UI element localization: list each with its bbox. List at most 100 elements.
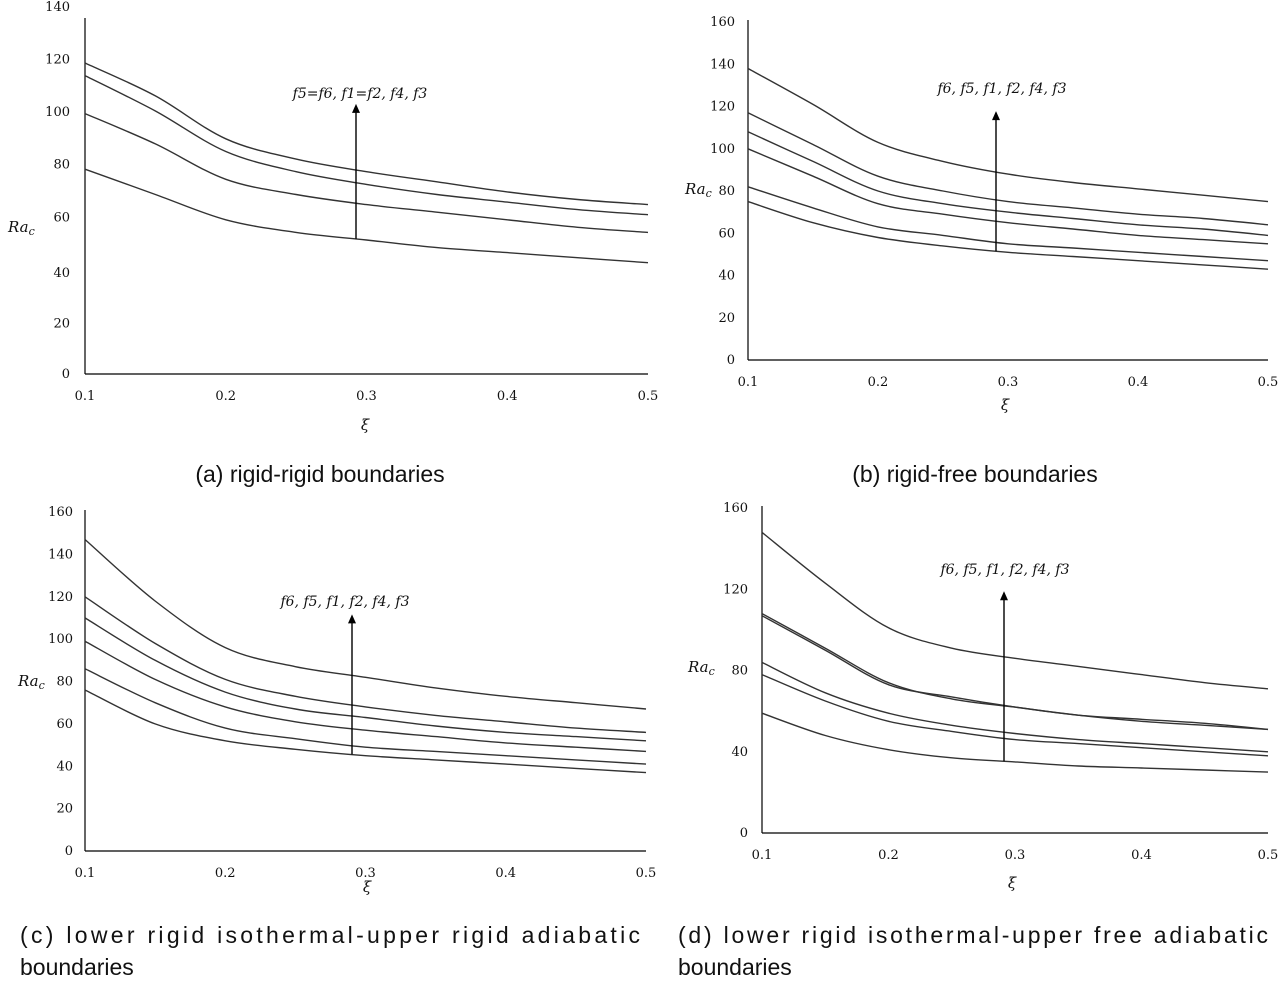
x-tick-label: 0.3 [998,375,1019,390]
panel-b-xlabel: ξ [1001,396,1010,414]
y-tick-label: 120 [45,53,70,68]
y-tick-label: 20 [718,311,735,326]
x-tick-label: 0.5 [636,866,657,881]
series-line-4 [84,62,649,206]
y-tick-label: 140 [45,0,70,15]
x-tick-label: 0.3 [355,866,376,881]
panel-c-plot: 0 20 40 60 80 100 120 140 160 0.1 0.2 0.3 0.4 0.5 [48,505,656,881]
panel-a-plot: 0 20 40 60 80 100 120 140 0.1 0.2 0.3 0.4 0.5 [45,0,658,404]
panel-b: f6, f5, f1, f2, f4, f3 Rac ξ (b) rigid-f… [684,81,1098,487]
panel-c: f6, f5, f1, f2, f4, f3 Rac ξ (c) lower r… [17,594,640,980]
y-tick-label: 80 [53,158,70,173]
series-line-5 [84,596,647,734]
panel-c-caption-line1: (c) lower rigid isothermal-upper rigid a… [20,922,640,948]
x-tick-label: 0.4 [1128,375,1149,390]
series-line-1 [84,168,649,264]
x-tick-label: 0.5 [638,389,659,404]
panel-d-caption-line2: boundaries [678,954,792,980]
panel-b-ylabel-main: Ra [684,180,706,198]
panel-a-ylabel-sub: c [29,225,35,238]
panel-d-ylabel-sub: c [709,665,715,678]
series-line-6 [747,67,1269,203]
y-tick-label: 60 [718,226,735,241]
panel-c-ylabel: Rac [17,672,45,692]
y-tick-label: 140 [710,57,735,72]
series-line-2 [84,668,647,765]
y-tick-label: 160 [710,15,735,30]
panel-a-annotation: f5=f6, f1=f2, f4, f3 [292,86,428,102]
series-line-6 [84,538,647,710]
x-tick-label: 0.4 [495,866,516,881]
panel-d: f6, f5, f1, f2, f4, f3 Rac ξ (d) lower r… [678,562,1268,980]
series-line-5 [747,112,1269,226]
y-tick-label: 100 [45,105,70,120]
panel-d-ylabel: Rac [687,658,715,678]
series-line-2 [761,673,1269,757]
series-line-6 [761,531,1269,690]
series-line-3 [84,74,649,216]
series-line-1 [747,200,1269,270]
y-tick-label: 60 [53,210,70,225]
y-tick-label: 40 [56,759,73,774]
x-tick-label: 0.1 [752,848,773,863]
panel-a: f5=f6, f1=f2, f4, f3 Rac ξ (a) rigid-rig… [7,86,445,487]
panel-b-ylabel-sub: c [706,187,712,200]
x-tick-label: 0.2 [215,389,236,404]
y-tick-label: 0 [62,367,70,382]
series-line-4 [747,131,1269,237]
y-tick-label: 0 [740,826,748,841]
y-tick-label: 80 [731,664,748,679]
x-tick-label: 0.4 [497,389,518,404]
series-line-3 [747,148,1269,245]
series-line-1 [761,712,1269,773]
panel-a-ylabel-main: Ra [7,218,29,236]
series-line-1 [84,689,647,774]
arrow-head-icon [992,111,1000,121]
y-tick-label: 140 [48,547,73,562]
panel-c-caption-line2: boundaries [20,954,134,980]
panel-b-annotation: f6, f5, f1, f2, f4, f3 [936,81,1066,97]
y-tick-label: 120 [710,100,735,115]
x-tick-label: 0.2 [215,866,236,881]
y-tick-label: 40 [718,269,735,284]
y-tick-label: 80 [56,675,73,690]
x-tick-label: 0.1 [75,389,96,404]
x-tick-label: 0.5 [1258,375,1279,390]
y-tick-label: 80 [718,184,735,199]
panel-b-ylabel: Rac [684,180,712,200]
arrow-head-icon [348,614,356,624]
y-tick-label: 20 [56,802,73,817]
y-tick-label: 120 [48,590,73,605]
panel-d-plot: 0 40 80 120 160 0.1 0.2 0.3 0.4 0.5 [723,501,1278,863]
panel-b-plot: 0 20 40 60 80 100 120 140 160 0.1 0.2 0.3 0.4 0.5 [710,15,1278,390]
panel-c-annotation: f6, f5, f1, f2, f4, f3 [279,594,409,610]
y-tick-label: 0 [727,353,735,368]
x-tick-label: 0.3 [1005,848,1026,863]
y-tick-label: 60 [56,717,73,732]
arrow-head-icon [352,103,360,113]
series-line-2 [747,186,1269,262]
x-tick-label: 0.1 [75,866,96,881]
x-tick-label: 0.2 [868,375,889,390]
y-tick-label: 40 [731,745,748,760]
panel-d-ylabel-main: Ra [687,658,709,676]
y-tick-label: 20 [53,316,70,331]
series-line-4 [84,617,647,742]
y-tick-label: 160 [48,505,73,520]
y-tick-label: 0 [65,844,73,859]
panel-c-ylabel-main: Ra [17,672,39,690]
y-tick-label: 40 [53,266,70,281]
x-tick-label: 0.4 [1131,848,1152,863]
y-tick-label: 120 [723,582,748,597]
x-tick-label: 0.2 [878,848,899,863]
x-tick-label: 0.1 [738,375,759,390]
panel-c-xlabel: ξ [363,878,372,896]
panel-d-caption-line1: (d) lower rigid isothermal-upper free ad… [678,922,1268,948]
chart-marks: 0 20 40 60 80 100 120 140 0.1 0.2 0.3 0.4 0.5 0 20 40 60… [45,0,1278,881]
panel-c-ylabel-sub: c [39,679,45,692]
series-line-5 [761,612,1269,731]
series-line-2 [84,112,649,234]
y-tick-label: 100 [48,632,73,647]
panel-a-xlabel: ξ [361,416,370,434]
